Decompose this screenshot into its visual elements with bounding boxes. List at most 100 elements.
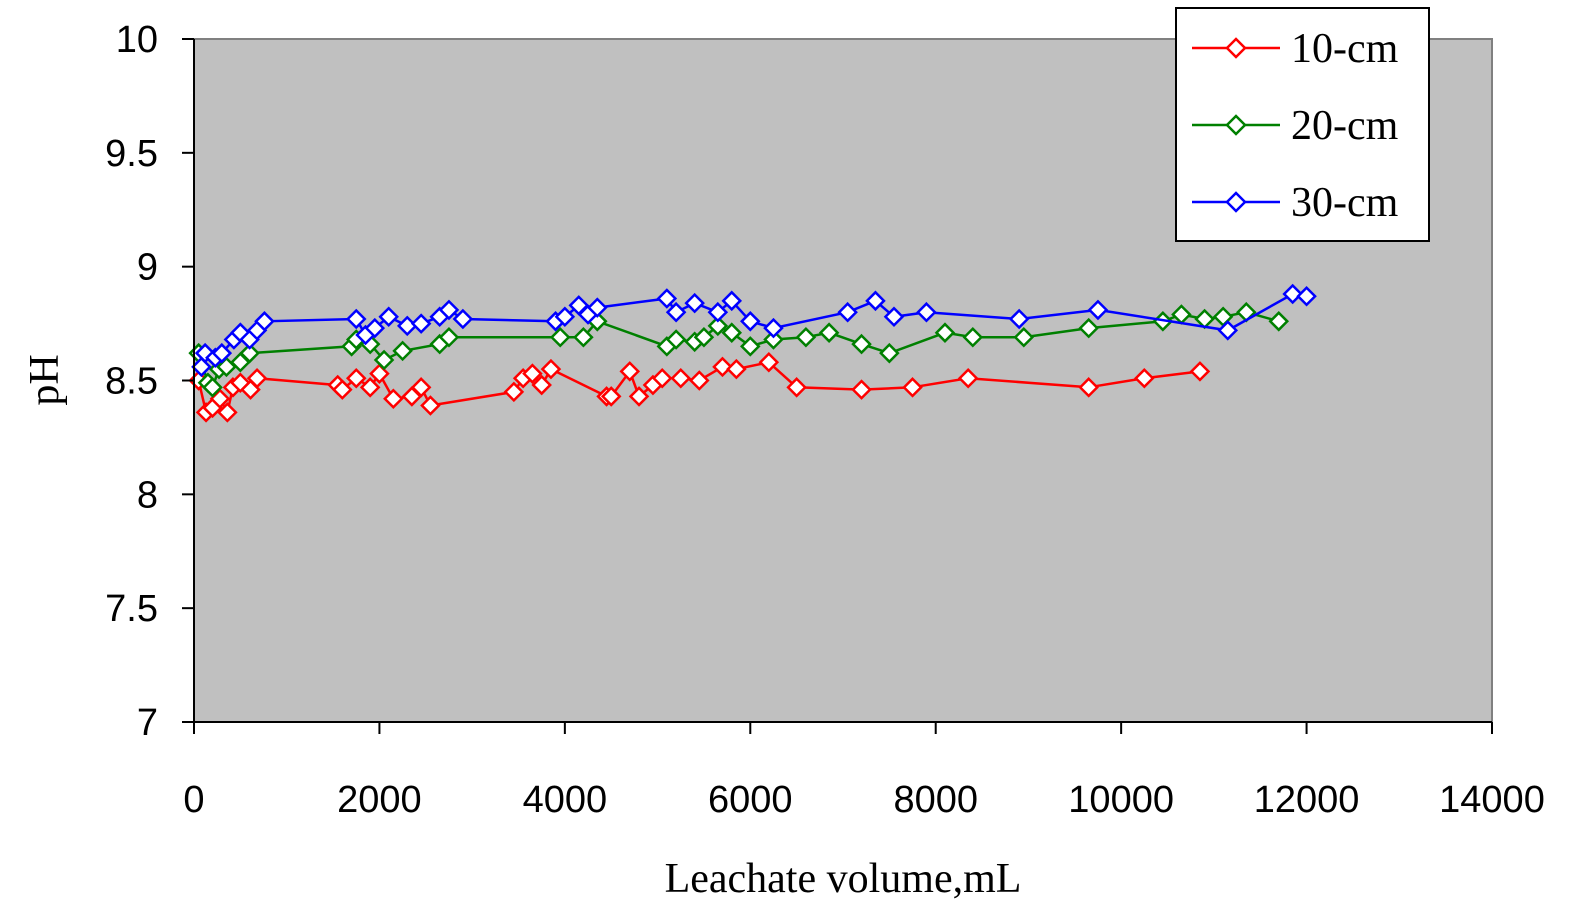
data-point bbox=[707, 301, 729, 323]
data-point bbox=[712, 356, 733, 378]
data-point bbox=[763, 317, 784, 339]
data-point bbox=[452, 308, 474, 330]
x-axis-title: Leachate volume,mL bbox=[665, 856, 1022, 902]
data-point bbox=[1217, 320, 1239, 341]
legend-marker bbox=[1225, 37, 1247, 59]
data-point bbox=[656, 288, 678, 309]
data-point bbox=[549, 326, 571, 348]
axis-layer: 7 7.5 8 8.5 9 9.5 10 0 2000 4000 6000 8000 10000 1200… bbox=[105, 19, 1545, 821]
data-point bbox=[665, 301, 687, 323]
data-point bbox=[883, 306, 905, 328]
data-point bbox=[420, 395, 441, 416]
data-point bbox=[684, 292, 705, 314]
data-point bbox=[345, 367, 367, 389]
x-tick-label: 6000 bbox=[708, 779, 793, 821]
data-point bbox=[554, 306, 576, 328]
x-tick-label: 0 bbox=[183, 779, 204, 821]
data-point bbox=[1078, 377, 1099, 398]
data-point bbox=[670, 367, 692, 389]
series-layer bbox=[188, 283, 1317, 423]
data-point bbox=[851, 379, 872, 400]
data-point bbox=[651, 367, 673, 389]
data-point bbox=[795, 326, 817, 348]
data-point bbox=[763, 329, 784, 350]
data-point bbox=[1008, 308, 1030, 330]
data-point bbox=[383, 388, 404, 409]
x-tick-label: 4000 bbox=[523, 779, 608, 821]
data-point bbox=[1189, 361, 1211, 382]
data-point bbox=[1078, 317, 1099, 339]
legend-label: 30-cm bbox=[1291, 180, 1399, 226]
legend-marker bbox=[1225, 191, 1247, 213]
data-point bbox=[1134, 367, 1155, 389]
data-point bbox=[721, 322, 743, 343]
data-point bbox=[239, 342, 260, 364]
data-point bbox=[740, 311, 761, 332]
data-point bbox=[1268, 311, 1290, 332]
data-point bbox=[851, 333, 872, 355]
data-point bbox=[531, 374, 552, 396]
data-point bbox=[707, 315, 729, 337]
data-point bbox=[587, 297, 608, 318]
data-point bbox=[202, 377, 223, 398]
data-point bbox=[837, 301, 858, 323]
data-point bbox=[522, 363, 543, 384]
data-point bbox=[410, 377, 432, 398]
y-tick-label: 10 bbox=[116, 19, 158, 61]
data-point bbox=[786, 377, 807, 398]
legend: 10-cm 20-cm 30-cm bbox=[1175, 7, 1430, 242]
data-point bbox=[962, 326, 984, 348]
x-tick-label: 14000 bbox=[1439, 779, 1545, 821]
data-point bbox=[392, 340, 413, 362]
data-point bbox=[378, 306, 399, 328]
data-point bbox=[194, 342, 216, 364]
data-point bbox=[503, 381, 525, 403]
data-point bbox=[934, 322, 956, 343]
x-tick-label: 12000 bbox=[1254, 779, 1360, 821]
data-point bbox=[540, 358, 562, 380]
data-point bbox=[665, 329, 687, 350]
data-point bbox=[689, 370, 710, 391]
legend-marker bbox=[1225, 114, 1247, 136]
y-tick-label: 9.5 bbox=[105, 133, 158, 175]
data-point bbox=[957, 367, 979, 389]
legend-label: 10-cm bbox=[1291, 26, 1399, 72]
data-point bbox=[410, 313, 432, 334]
data-point bbox=[619, 361, 641, 382]
data-point bbox=[359, 377, 381, 398]
y-tick-label: 8 bbox=[137, 474, 158, 516]
data-point bbox=[211, 342, 233, 364]
data-point bbox=[818, 322, 840, 343]
data-point bbox=[1013, 326, 1035, 348]
data-point bbox=[332, 379, 353, 400]
y-tick-label: 9 bbox=[137, 247, 158, 289]
data-point bbox=[438, 299, 460, 321]
x-tick-label: 2000 bbox=[337, 779, 422, 821]
y-tick-label: 8.5 bbox=[105, 361, 158, 403]
data-point bbox=[693, 326, 715, 348]
legend-label: 20-cm bbox=[1291, 103, 1399, 149]
y-axis-title: pH bbox=[22, 354, 68, 405]
data-point bbox=[373, 349, 395, 371]
data-point bbox=[209, 388, 231, 409]
x-tick-label: 8000 bbox=[893, 779, 978, 821]
data-point bbox=[1296, 285, 1317, 307]
data-point bbox=[364, 317, 386, 339]
data-point bbox=[345, 308, 367, 330]
data-point bbox=[628, 386, 650, 407]
data-point bbox=[600, 386, 622, 407]
data-point bbox=[1282, 283, 1303, 305]
data-point bbox=[758, 352, 780, 373]
data-point bbox=[1087, 299, 1109, 321]
y-tick-label: 7 bbox=[137, 702, 158, 744]
data-point bbox=[916, 301, 937, 323]
x-tick-label: 10000 bbox=[1068, 779, 1174, 821]
data-point bbox=[573, 326, 594, 348]
data-point bbox=[438, 326, 460, 348]
data-point bbox=[726, 358, 747, 380]
data-point bbox=[721, 290, 743, 312]
data-point bbox=[254, 311, 275, 332]
data-point bbox=[865, 290, 886, 312]
data-point bbox=[740, 336, 761, 357]
